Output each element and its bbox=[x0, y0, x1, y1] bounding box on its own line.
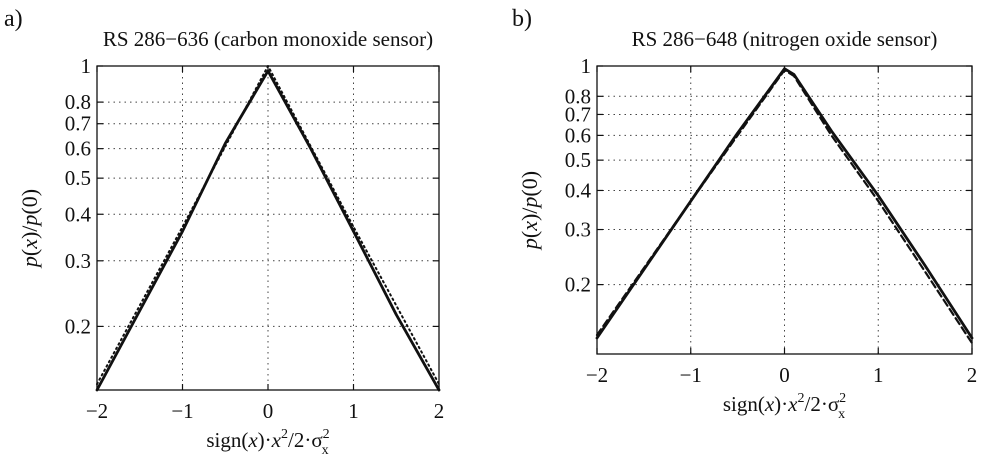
x-tick-label: 2 bbox=[434, 399, 445, 423]
x-tick-label: −2 bbox=[586, 363, 608, 387]
y-tick-label: 0.3 bbox=[65, 249, 91, 273]
x-axis-label: sign(x)·x2/2·σ2 x bbox=[723, 391, 846, 422]
x-axis-label: sign(x)·x2/2·σ2 x bbox=[206, 427, 329, 458]
x-tick-label: 2 bbox=[967, 363, 978, 387]
x-tick-label: 1 bbox=[348, 399, 359, 423]
y-axis-label: p(x)/p(0) bbox=[17, 189, 42, 269]
y-tick-label: 0.8 bbox=[565, 84, 591, 108]
y-tick-label: 0.4 bbox=[65, 202, 92, 226]
y-tick-label: 0.6 bbox=[65, 137, 91, 161]
y-tick-label: 0.2 bbox=[565, 273, 591, 297]
chart-a: −2 −1 0 1 2 0.2 0.3 0.4 0.5 0.60.70.8 1 RS 286−636 … bbox=[17, 27, 444, 458]
y-tick-label: 0.8 bbox=[65, 90, 91, 114]
y-tick-label: 0.3 bbox=[565, 218, 591, 242]
x-tick-label: 0 bbox=[263, 399, 274, 423]
x-tick-label: 0 bbox=[779, 363, 790, 387]
y-tick-label: 0.5 bbox=[65, 166, 91, 190]
x-tick-label: −1 bbox=[680, 363, 702, 387]
x-tick-label: −2 bbox=[86, 399, 108, 423]
y-tick-label: 0.6 bbox=[565, 123, 591, 147]
y-axis-label: p(x)/p(0) bbox=[517, 171, 542, 251]
y-tick-label: 0.5 bbox=[565, 148, 591, 172]
y-tick-label: 0.7 bbox=[65, 112, 91, 136]
y-tick-label: 1 bbox=[581, 54, 592, 78]
panel-b-letter: b) bbox=[512, 6, 532, 32]
chart-title: RS 286−648 (nitrogen oxide sensor) bbox=[632, 27, 938, 51]
y-tick-label: 0.2 bbox=[65, 314, 91, 338]
chart-b: −2 −1 0 1 2 0.2 0.3 0.4 0.50.60.70.8 1 RS 286−648 … bbox=[517, 27, 977, 422]
panel-a-letter: a) bbox=[4, 6, 23, 32]
x-tick-label: 1 bbox=[873, 363, 884, 387]
x-tick-label: −1 bbox=[171, 399, 193, 423]
y-tick-label: 1 bbox=[81, 54, 92, 78]
y-tick-label: 0.4 bbox=[565, 178, 592, 202]
y-tick-label: 0.7 bbox=[565, 102, 591, 126]
series-line-dashed bbox=[595, 68, 974, 345]
series-line-solid bbox=[95, 69, 441, 392]
chart-title: RS 286−636 (carbon monoxide sensor) bbox=[103, 27, 433, 51]
